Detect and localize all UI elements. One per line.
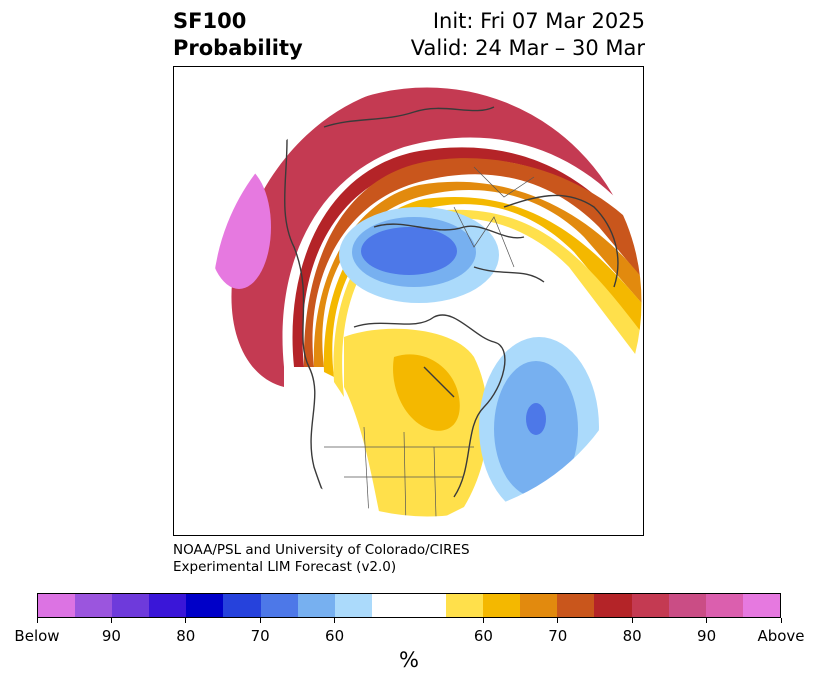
colorbar-swatch: [297, 594, 335, 617]
forecast-map: [173, 66, 644, 536]
colorbar-swatch: [149, 594, 187, 617]
colorbar-tick: [706, 618, 708, 623]
title-left: SF100 Probability: [173, 8, 303, 62]
below-atlantic-blue: [526, 403, 546, 435]
colorbar-swatch: [594, 594, 632, 617]
above-band-yellow: [333, 209, 642, 397]
colorbar-tick-label: 70: [250, 627, 270, 645]
colorbar-tick-label: Above: [757, 627, 805, 645]
variable-name: SF100: [173, 9, 247, 33]
colorbar-swatch: [112, 594, 150, 617]
colorbar-swatch: [631, 594, 669, 617]
title-right: Init: Fri 07 Mar 2025 Valid: 24 Mar – 30…: [411, 8, 645, 62]
colorbar-swatch: [260, 594, 298, 617]
colorbar-tick-label: 60: [473, 627, 493, 645]
colorbar-tick: [334, 618, 336, 623]
colorbar-tick: [259, 618, 261, 623]
colorbar-tick: [631, 618, 633, 623]
valid-range: Valid: 24 Mar – 30 Mar: [410, 36, 645, 60]
product-name: Probability: [173, 36, 303, 60]
colorbar-swatch: [705, 594, 743, 617]
coastlines: [283, 106, 619, 517]
above-core-pacific: [212, 165, 271, 289]
colorbar-tick-label: Below: [14, 627, 60, 645]
init-date: Init: Fri 07 Mar 2025: [432, 9, 645, 33]
colorbar-tick-label: 80: [622, 627, 642, 645]
colorbar-swatch: [371, 594, 409, 617]
colorbar-swatch: [483, 594, 521, 617]
colorbar-tick-label: 60: [325, 627, 345, 645]
colorbar-swatch: [446, 594, 484, 617]
colorbar-tick-label: 70: [548, 627, 568, 645]
colorbar-swatch: [186, 594, 224, 617]
colorbar-swatch: [223, 594, 261, 617]
colorbar-tick: [557, 618, 559, 623]
probability-field: [212, 87, 642, 517]
colorbar-swatch: [557, 594, 595, 617]
colorbar-tick-label: 80: [176, 627, 196, 645]
colorbar-swatch: [408, 594, 447, 617]
colorbar-tick: [110, 618, 112, 623]
colorbar-swatch: [668, 594, 706, 617]
colorbar-unit: %: [399, 648, 419, 672]
colorbar-swatch: [38, 594, 76, 617]
borders: [324, 166, 535, 517]
colorbar-tick: [780, 618, 782, 623]
above-band-red: [231, 87, 642, 387]
below-pacific-sky: [212, 417, 264, 517]
above-namerica-gold: [393, 354, 460, 431]
credit-line2: Experimental LIM Forecast (v2.0): [173, 559, 397, 575]
colorbar-tick-label: 90: [101, 627, 121, 645]
map-svg: [211, 86, 643, 518]
credit-line1: NOAA/PSL and University of Colorado/CIRE…: [173, 542, 470, 558]
above-band-gold: [323, 197, 642, 377]
colorbar-swatch: [334, 594, 372, 617]
colorbar-tick: [482, 618, 484, 623]
colorbar-swatch: [520, 594, 558, 617]
colorbar-swatch: [75, 594, 113, 617]
colorbar-swatch: [742, 594, 780, 617]
colorbar-tick-label: 90: [697, 627, 717, 645]
credit-text: NOAA/PSL and University of Colorado/CIRE…: [173, 542, 470, 576]
below-arctic-blue: [361, 227, 457, 275]
colorbar: [37, 593, 781, 618]
colorbar-tick: [36, 618, 38, 623]
colorbar-tick: [185, 618, 187, 623]
